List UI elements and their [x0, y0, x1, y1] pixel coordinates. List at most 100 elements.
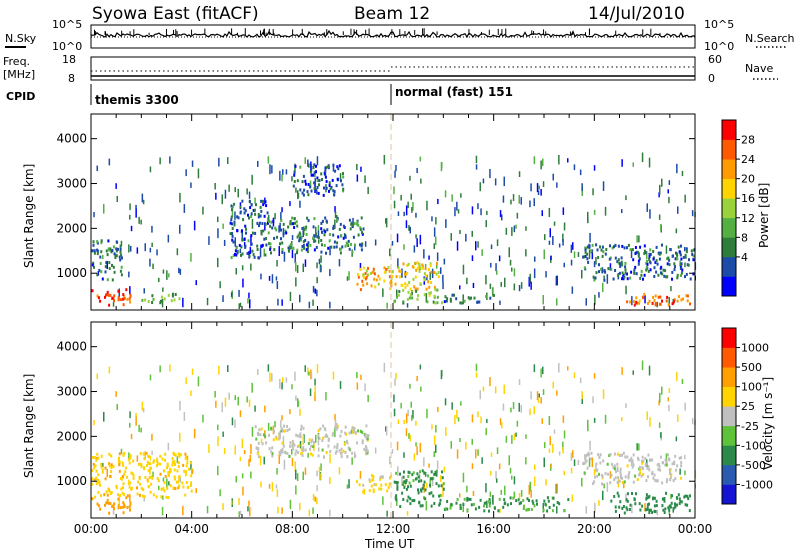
echo-cell	[315, 434, 317, 443]
echo-cell	[104, 270, 107, 274]
echo-cell	[340, 447, 343, 451]
echo-cell	[404, 282, 407, 286]
echo-cell	[179, 192, 181, 203]
echo-cell	[344, 234, 347, 237]
echo-cell	[139, 452, 142, 456]
echo-cell	[115, 486, 118, 490]
echo-cell	[552, 173, 554, 181]
echo-cell	[107, 293, 110, 297]
echo-cell	[490, 470, 492, 476]
echo-cell	[135, 204, 137, 209]
echo-cell	[125, 288, 128, 292]
echo-cell	[635, 250, 638, 254]
echo-cell	[429, 262, 432, 266]
echo-cell	[268, 220, 271, 223]
echo-cell	[260, 244, 263, 248]
echo-cell	[318, 258, 321, 265]
echo-cell	[104, 466, 107, 470]
echo-cell	[678, 456, 681, 460]
echo-cell	[275, 276, 278, 281]
echo-cell	[162, 495, 164, 500]
echo-cell	[304, 182, 307, 186]
echo-cell	[274, 226, 277, 230]
echo-cell	[601, 473, 604, 477]
echo-cell	[281, 382, 283, 390]
echo-cell	[597, 453, 600, 457]
echo-cell	[415, 212, 417, 218]
echo-cell	[520, 282, 523, 289]
echo-cell	[325, 392, 327, 401]
echo-cell	[184, 456, 187, 460]
echo-cell	[639, 468, 642, 472]
echo-cell	[498, 463, 501, 470]
echo-cell	[632, 480, 635, 484]
echo-cell	[138, 216, 140, 224]
echo-cell	[364, 175, 366, 184]
echo-cell	[441, 470, 443, 474]
echo-cell	[625, 285, 627, 295]
echo-cell	[513, 433, 516, 441]
echo-cell	[621, 506, 624, 510]
echo-cell	[603, 275, 605, 281]
echo-cell	[389, 456, 391, 465]
echo-cell	[543, 249, 545, 260]
echo-cell	[267, 422, 270, 431]
echo-cell	[399, 505, 402, 508]
echo-cell	[339, 381, 342, 389]
echo-cell	[140, 463, 143, 467]
echo-cell	[407, 495, 410, 499]
echo-cell	[287, 246, 290, 250]
echo-cell	[302, 243, 305, 247]
echo-cell	[661, 504, 664, 508]
echo-cell	[664, 507, 667, 511]
echo-cell	[267, 231, 270, 235]
echo-cell	[644, 503, 646, 512]
echo-cell	[416, 476, 419, 480]
echo-cell	[421, 263, 424, 267]
echo-cell	[253, 255, 256, 259]
echo-cell	[281, 299, 283, 306]
echo-cell	[407, 201, 409, 209]
echo-cell	[293, 226, 296, 229]
echo-cell	[299, 408, 301, 416]
echo-cell	[489, 296, 492, 300]
echo-cell	[252, 231, 254, 235]
echo-cell	[595, 257, 597, 265]
echo-cell	[475, 449, 477, 459]
colorbar-swatch	[722, 445, 736, 466]
echo-cell	[331, 433, 334, 437]
echo-cell	[234, 187, 236, 193]
echo-cell	[351, 426, 354, 430]
echo-cell	[314, 178, 316, 188]
echo-cell	[298, 234, 301, 238]
echo-cell	[166, 466, 168, 470]
echo-cell	[573, 372, 576, 379]
echo-cell	[122, 511, 125, 515]
echo-cell	[269, 372, 271, 383]
echo-cell	[582, 462, 585, 466]
echo-cell	[270, 427, 273, 431]
echo-cell	[407, 470, 410, 474]
echo-cell	[657, 467, 660, 471]
echo-cell	[675, 251, 677, 255]
echo-cell	[111, 249, 114, 252]
echo-cell	[502, 195, 505, 203]
echo-cell	[621, 209, 623, 214]
echo-cell	[402, 262, 405, 266]
echo-cell	[398, 290, 401, 293]
echo-cell	[296, 224, 299, 228]
echo-cell	[342, 175, 345, 179]
echo-cell	[363, 433, 366, 437]
echo-cell	[611, 246, 614, 250]
echo-cell	[692, 254, 695, 258]
echo-cell	[242, 278, 244, 288]
echo-cell	[641, 504, 644, 508]
echo-cell	[684, 253, 687, 257]
echo-cell	[374, 285, 377, 289]
echo-cell	[435, 272, 438, 276]
echo-cell	[264, 222, 267, 226]
y-tick-label: 1000	[56, 474, 87, 488]
echo-cell	[485, 275, 487, 285]
echo-cell	[106, 498, 109, 502]
